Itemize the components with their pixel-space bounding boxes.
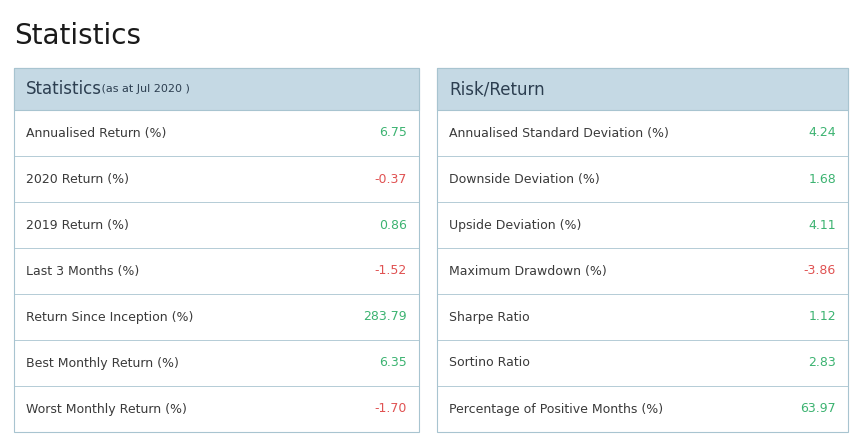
Text: -1.70: -1.70 bbox=[375, 402, 406, 416]
Text: -3.86: -3.86 bbox=[802, 264, 835, 277]
Text: Annualised Return (%): Annualised Return (%) bbox=[26, 126, 166, 139]
Text: Sharpe Ratio: Sharpe Ratio bbox=[449, 311, 529, 323]
Text: -0.37: -0.37 bbox=[375, 173, 406, 185]
Text: 4.24: 4.24 bbox=[808, 126, 835, 139]
Text: Upside Deviation (%): Upside Deviation (%) bbox=[449, 218, 580, 232]
Text: 2020 Return (%): 2020 Return (%) bbox=[26, 173, 129, 185]
Text: 6.35: 6.35 bbox=[379, 357, 406, 370]
Text: 1.68: 1.68 bbox=[808, 173, 835, 185]
Text: 0.86: 0.86 bbox=[379, 218, 406, 232]
Text: Annualised Standard Deviation (%): Annualised Standard Deviation (%) bbox=[449, 126, 668, 139]
Text: 2019 Return (%): 2019 Return (%) bbox=[26, 218, 129, 232]
Text: 63.97: 63.97 bbox=[800, 402, 835, 416]
Text: Percentage of Positive Months (%): Percentage of Positive Months (%) bbox=[449, 402, 662, 416]
Text: -1.52: -1.52 bbox=[375, 264, 406, 277]
Text: Worst Monthly Return (%): Worst Monthly Return (%) bbox=[26, 402, 187, 416]
Text: 1.12: 1.12 bbox=[808, 311, 835, 323]
Text: Last 3 Months (%): Last 3 Months (%) bbox=[26, 264, 139, 277]
Text: Return Since Inception (%): Return Since Inception (%) bbox=[26, 311, 193, 323]
Text: (as at Jul 2020 ): (as at Jul 2020 ) bbox=[98, 84, 189, 94]
Text: Sortino Ratio: Sortino Ratio bbox=[449, 357, 530, 370]
Text: 2.83: 2.83 bbox=[808, 357, 835, 370]
Text: 283.79: 283.79 bbox=[363, 311, 406, 323]
Text: 4.11: 4.11 bbox=[808, 218, 835, 232]
Text: Statistics: Statistics bbox=[14, 22, 141, 50]
Text: Best Monthly Return (%): Best Monthly Return (%) bbox=[26, 357, 179, 370]
Text: Maximum Drawdown (%): Maximum Drawdown (%) bbox=[449, 264, 606, 277]
Text: Risk/Return: Risk/Return bbox=[449, 80, 544, 98]
Text: 6.75: 6.75 bbox=[379, 126, 406, 139]
Text: Downside Deviation (%): Downside Deviation (%) bbox=[449, 173, 599, 185]
Text: Statistics: Statistics bbox=[26, 80, 102, 98]
